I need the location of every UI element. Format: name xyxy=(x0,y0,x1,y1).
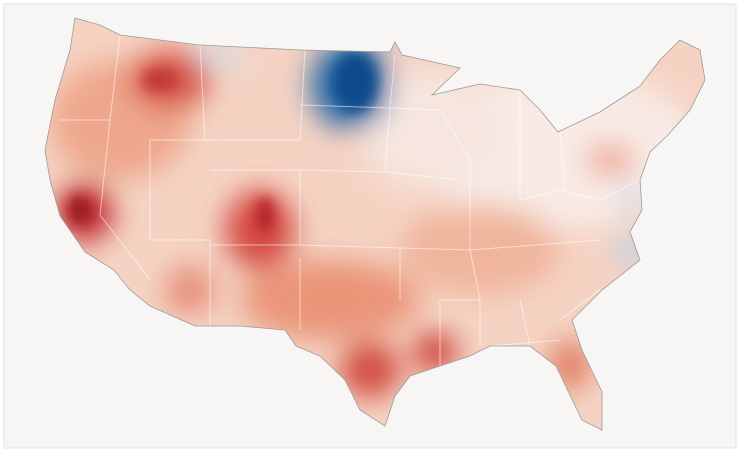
country-outline xyxy=(44,17,706,431)
